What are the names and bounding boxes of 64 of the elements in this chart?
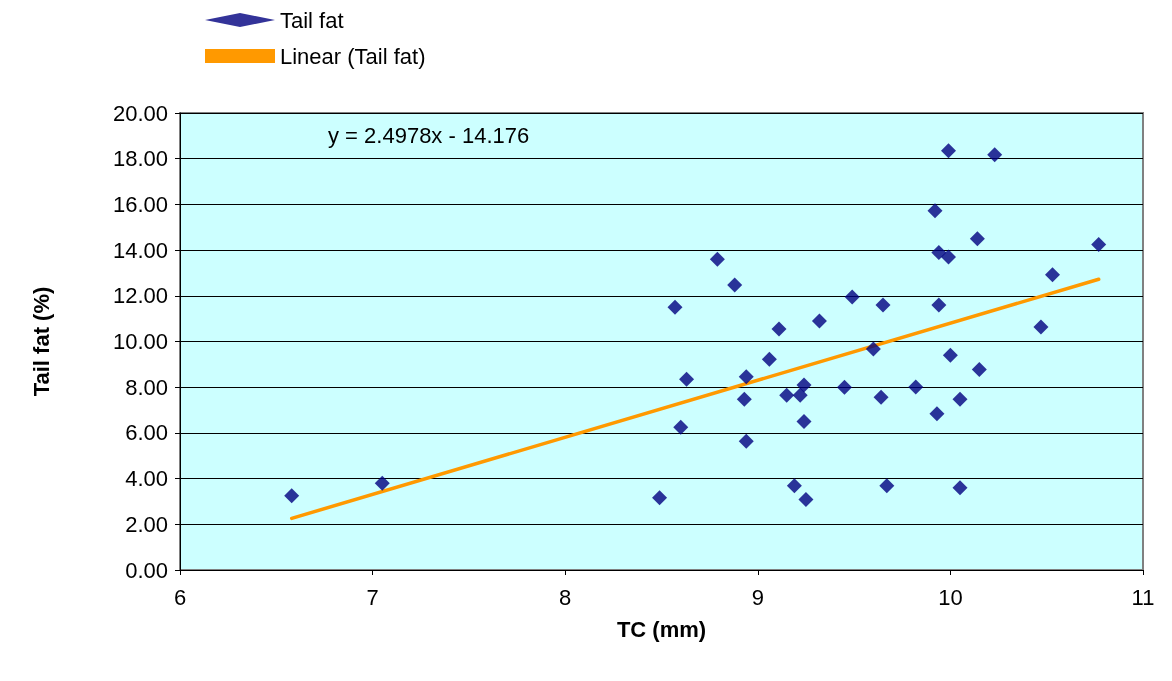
point xyxy=(679,371,695,387)
point xyxy=(931,297,947,313)
y-tick-label: 16.00 xyxy=(112,191,168,217)
point xyxy=(796,377,812,393)
point xyxy=(673,419,689,435)
annotation: y = 2.4978x - 14.176 xyxy=(328,122,530,148)
x-tick-label: 7 xyxy=(366,584,379,610)
point xyxy=(844,289,860,305)
y-tick-label: 2.00 xyxy=(125,511,168,537)
point xyxy=(667,299,683,315)
point xyxy=(969,231,985,247)
point xyxy=(811,313,827,329)
legend-label: Linear (Tail fat) xyxy=(280,43,426,69)
point xyxy=(987,147,1003,163)
point xyxy=(736,391,752,407)
point xyxy=(738,369,754,385)
point xyxy=(709,251,725,267)
y-tick-label: 4.00 xyxy=(125,466,168,492)
x-tick-label: 10 xyxy=(938,584,963,610)
y-tick-label: 6.00 xyxy=(125,420,168,446)
point xyxy=(971,361,987,377)
x-axis-title: TC (mm) xyxy=(616,616,707,642)
point xyxy=(727,277,743,293)
point xyxy=(1091,237,1107,253)
point xyxy=(942,347,958,363)
point xyxy=(836,379,852,395)
y-tick-label: 8.00 xyxy=(125,374,168,400)
point xyxy=(1044,267,1060,283)
point xyxy=(929,406,945,422)
point xyxy=(931,245,947,261)
point xyxy=(927,203,943,219)
x-tick-label: 8 xyxy=(559,584,572,610)
x-tick-label: 11 xyxy=(1131,584,1155,610)
point xyxy=(940,143,956,159)
point xyxy=(1033,319,1049,335)
point xyxy=(796,413,812,429)
point xyxy=(865,341,881,357)
point xyxy=(792,387,808,403)
point xyxy=(786,478,802,494)
y-tick-label: 14.00 xyxy=(112,237,168,263)
y-axis-title: Tail fat (%) xyxy=(28,286,54,397)
point xyxy=(761,351,777,367)
point xyxy=(908,379,924,395)
point xyxy=(952,391,968,407)
point xyxy=(798,491,814,507)
point xyxy=(875,297,891,313)
legend-label: Tail fat xyxy=(280,7,344,33)
point xyxy=(940,249,956,265)
point xyxy=(873,389,889,405)
point xyxy=(952,480,968,496)
point xyxy=(374,475,390,491)
y-tick-label: 12.00 xyxy=(112,283,168,309)
y-tick-label: 10.00 xyxy=(112,329,168,354)
point xyxy=(779,387,795,403)
point xyxy=(879,478,895,494)
point xyxy=(284,488,300,504)
x-tick-label: 6 xyxy=(173,584,187,610)
y-tick-label: 18.00 xyxy=(112,146,168,172)
point xyxy=(738,433,754,449)
y-tick-label: 0.00 xyxy=(125,557,168,583)
y-tick-label: 20.00 xyxy=(112,100,168,126)
point xyxy=(652,490,668,506)
x-tick-label: 9 xyxy=(751,584,764,610)
point xyxy=(771,321,787,337)
